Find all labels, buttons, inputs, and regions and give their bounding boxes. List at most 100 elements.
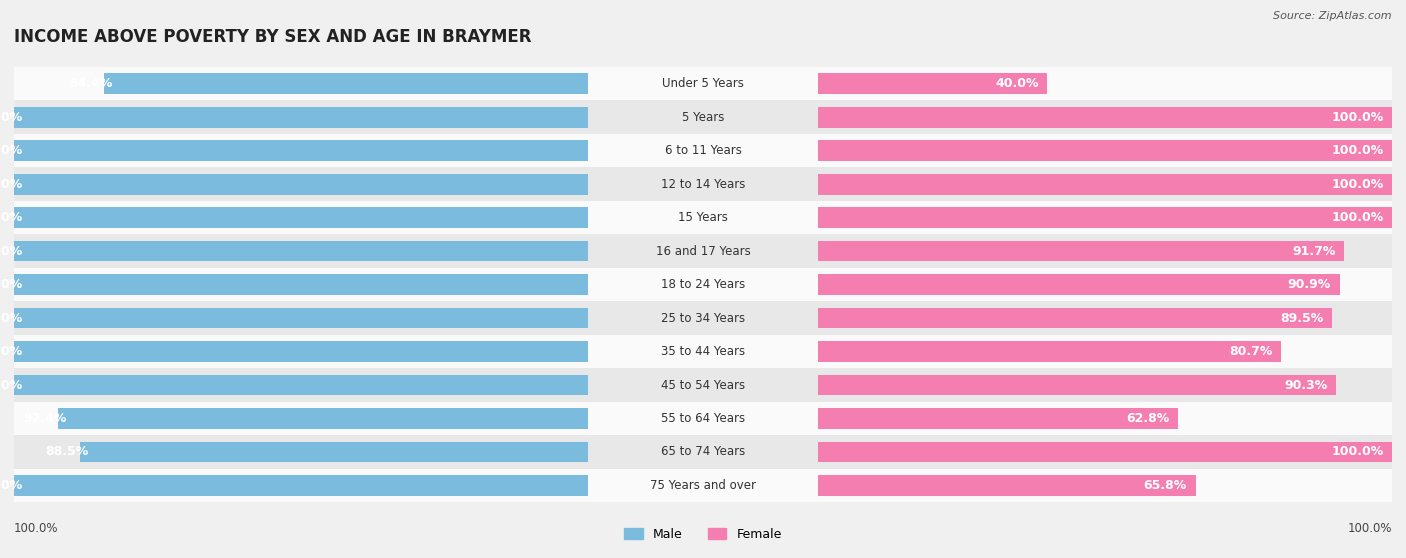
Bar (14, 341, 588, 362)
Bar (588, 134, 818, 167)
Bar (14, 174, 588, 195)
Bar (588, 167, 818, 201)
Bar (14, 67, 588, 100)
Text: 62.8%: 62.8% (1126, 412, 1170, 425)
Bar (14, 307, 588, 329)
Bar (818, 402, 1392, 435)
Bar (588, 469, 818, 502)
Bar (58, 408, 588, 429)
Bar (818, 408, 1178, 429)
Text: INCOME ABOVE POVERTY BY SEX AND AGE IN BRAYMER: INCOME ABOVE POVERTY BY SEX AND AGE IN B… (14, 28, 531, 46)
Text: 18 to 24 Years: 18 to 24 Years (661, 278, 745, 291)
Bar (818, 174, 1392, 195)
Bar (588, 301, 818, 335)
Bar (80, 441, 588, 463)
Text: 100.0%: 100.0% (1331, 177, 1384, 191)
Bar (14, 374, 588, 396)
Bar (14, 167, 588, 201)
Bar (818, 475, 1195, 496)
Bar (14, 201, 588, 234)
Bar (818, 207, 1392, 228)
Bar (14, 469, 588, 502)
Bar (14, 107, 588, 128)
Text: 92.4%: 92.4% (22, 412, 66, 425)
Bar (818, 274, 1340, 295)
Bar (818, 240, 1344, 262)
Text: Under 5 Years: Under 5 Years (662, 77, 744, 90)
Text: 40.0%: 40.0% (995, 77, 1039, 90)
Text: 88.5%: 88.5% (45, 445, 89, 459)
Text: 55 to 64 Years: 55 to 64 Years (661, 412, 745, 425)
Bar (818, 374, 1336, 396)
Text: 100.0%: 100.0% (0, 144, 22, 157)
Bar (14, 207, 588, 228)
Bar (818, 335, 1392, 368)
Bar (588, 234, 818, 268)
Bar (818, 268, 1392, 301)
Bar (14, 100, 588, 134)
Bar (588, 268, 818, 301)
Bar (104, 73, 588, 94)
Text: 91.7%: 91.7% (1292, 244, 1336, 258)
Bar (14, 475, 588, 496)
Bar (818, 134, 1392, 167)
Bar (588, 335, 818, 368)
Text: 100.0%: 100.0% (1331, 144, 1384, 157)
Text: 75 Years and over: 75 Years and over (650, 479, 756, 492)
Text: 100.0%: 100.0% (1331, 445, 1384, 459)
Text: 80.7%: 80.7% (1229, 345, 1272, 358)
Bar (818, 234, 1392, 268)
Bar (818, 368, 1392, 402)
Bar (14, 335, 588, 368)
Bar (14, 301, 588, 335)
Text: 6 to 11 Years: 6 to 11 Years (665, 144, 741, 157)
Bar (588, 67, 818, 100)
Text: 16 and 17 Years: 16 and 17 Years (655, 244, 751, 258)
Bar (14, 140, 588, 161)
Text: 90.9%: 90.9% (1288, 278, 1331, 291)
Bar (818, 301, 1392, 335)
Legend: Male, Female: Male, Female (619, 523, 787, 546)
Bar (818, 435, 1392, 469)
Bar (588, 402, 818, 435)
Bar (818, 441, 1392, 463)
Bar (14, 240, 588, 262)
Text: 5 Years: 5 Years (682, 110, 724, 124)
Bar (818, 107, 1392, 128)
Bar (818, 167, 1392, 201)
Bar (818, 341, 1281, 362)
Text: 100.0%: 100.0% (0, 211, 22, 224)
Text: 89.5%: 89.5% (1279, 311, 1323, 325)
Text: 65.8%: 65.8% (1143, 479, 1187, 492)
Text: 35 to 44 Years: 35 to 44 Years (661, 345, 745, 358)
Text: 100.0%: 100.0% (0, 278, 22, 291)
Text: 100.0%: 100.0% (0, 345, 22, 358)
Bar (588, 368, 818, 402)
Text: 100.0%: 100.0% (0, 378, 22, 392)
Bar (818, 67, 1392, 100)
Bar (14, 402, 588, 435)
Text: 65 to 74 Years: 65 to 74 Years (661, 445, 745, 459)
Text: Source: ZipAtlas.com: Source: ZipAtlas.com (1274, 11, 1392, 21)
Text: 100.0%: 100.0% (0, 177, 22, 191)
Text: 100.0%: 100.0% (0, 311, 22, 325)
Bar (818, 100, 1392, 134)
Bar (14, 435, 588, 469)
Text: 100.0%: 100.0% (1331, 110, 1384, 124)
Bar (818, 73, 1047, 94)
Text: 100.0%: 100.0% (0, 479, 22, 492)
Text: 100.0%: 100.0% (1347, 522, 1392, 535)
Text: 100.0%: 100.0% (14, 522, 59, 535)
Bar (14, 134, 588, 167)
Text: 90.3%: 90.3% (1285, 378, 1327, 392)
Text: 100.0%: 100.0% (1331, 211, 1384, 224)
Bar (14, 268, 588, 301)
Bar (588, 435, 818, 469)
Text: 12 to 14 Years: 12 to 14 Years (661, 177, 745, 191)
Bar (818, 307, 1331, 329)
Bar (818, 469, 1392, 502)
Text: 100.0%: 100.0% (0, 110, 22, 124)
Bar (818, 140, 1392, 161)
Bar (818, 201, 1392, 234)
Text: 45 to 54 Years: 45 to 54 Years (661, 378, 745, 392)
